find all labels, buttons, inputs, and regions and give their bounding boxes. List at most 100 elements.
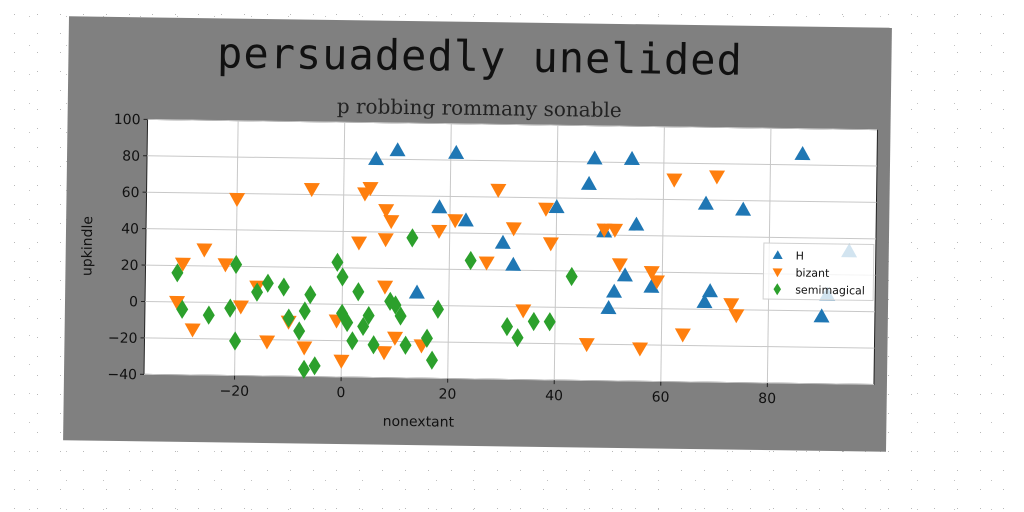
data-point-h [794, 146, 811, 161]
y-tick-label: 20 [121, 258, 139, 274]
data-point-bizant [377, 233, 394, 248]
data-point-bizant [538, 202, 555, 217]
data-point-h [586, 150, 603, 165]
data-point-bizant [505, 222, 522, 237]
legend-marker [772, 268, 783, 278]
data-point-h [696, 294, 713, 309]
data-point-bizant [542, 237, 559, 252]
data-point-semimagical [543, 312, 556, 332]
x-gridline [660, 126, 665, 382]
data-point-semimagical [511, 328, 524, 348]
data-point-semimagical [501, 317, 514, 337]
data-point-semimagical [277, 277, 290, 297]
data-point-bizant [632, 342, 649, 357]
data-point-semimagical [176, 299, 189, 319]
legend-label: bizant [795, 266, 830, 279]
y-gridline [146, 228, 876, 240]
data-point-bizant [596, 223, 613, 238]
legend-marker [772, 250, 783, 260]
data-point-semimagical [336, 303, 349, 323]
data-point-h [643, 278, 660, 293]
data-point-semimagical [425, 350, 438, 370]
y-gridline [147, 118, 878, 131]
x-tick-label: 60 [652, 389, 670, 405]
data-point-bizant [351, 236, 368, 251]
data-point-h [623, 150, 640, 166]
data-point-bizant [229, 192, 246, 207]
legend-label: H [796, 249, 804, 262]
x-tick-label: 0 [336, 385, 345, 401]
scatter-plot: −20 0 20 40 60 80 −40 −20 0 20 40 60 80 100 nonextant u… [79, 112, 879, 431]
data-point-h [494, 234, 511, 249]
data-point-bizant [296, 341, 313, 356]
data-point-h [600, 299, 617, 315]
x-tick-label: 80 [758, 391, 776, 407]
data-point-bizant [174, 257, 191, 272]
data-point-bizant [515, 304, 532, 319]
data-point-bizant [648, 275, 665, 290]
data-point-h [448, 144, 465, 159]
x-tick-label: 20 [438, 386, 456, 402]
y-tick-label: 0 [129, 294, 138, 310]
data-point-bizant [362, 181, 379, 197]
data-point-semimagical [308, 356, 321, 376]
data-point-semimagical [298, 301, 311, 321]
data-point-h [408, 284, 425, 299]
data-point-semimagical [367, 335, 380, 355]
data-point-semimagical [357, 316, 370, 337]
data-point-semimagical [432, 299, 445, 319]
data-point-bizant [728, 309, 745, 324]
legend-marker [773, 283, 782, 296]
data-point-bizant [447, 214, 464, 229]
data-point-h [735, 201, 752, 216]
data-point-semimagical [384, 291, 397, 311]
y-axis-label: upkindle [79, 216, 96, 276]
y-gridline [144, 373, 874, 386]
data-point-bizant [378, 204, 395, 219]
data-point-bizant [217, 258, 234, 273]
data-point-semimagical [389, 295, 402, 315]
data-point-semimagical [352, 282, 365, 302]
data-point-semimagical [346, 331, 359, 351]
data-point-h [701, 283, 718, 298]
y-tick-label: 80 [122, 148, 140, 164]
data-point-h [813, 308, 830, 323]
data-point-semimagical [230, 254, 243, 275]
data-point-bizant [259, 335, 276, 350]
data-point-semimagical [464, 250, 477, 271]
data-point-semimagical [261, 273, 274, 293]
y-tick-label: −40 [107, 367, 137, 383]
data-point-bizant [666, 173, 683, 188]
data-point-semimagical [527, 311, 540, 332]
data-point-semimagical [282, 308, 295, 328]
data-point-bizant [611, 258, 628, 273]
data-point-semimagical [293, 321, 306, 341]
legend-label: semimagical [795, 283, 865, 297]
data-point-bizant [333, 354, 350, 369]
data-point-semimagical [394, 306, 407, 326]
y-gridline [146, 191, 877, 203]
x-tick-label: 40 [545, 388, 563, 404]
data-point-semimagical [304, 285, 317, 305]
data-point-bizant [303, 182, 320, 198]
data-point-bizant [607, 223, 624, 238]
data-point-h [368, 151, 385, 166]
data-point-semimagical [224, 298, 237, 318]
data-point-h [616, 267, 633, 282]
x-gridline [553, 125, 559, 381]
data-point-bizant [490, 183, 507, 198]
data-point-h [457, 212, 474, 227]
data-point-bizant [387, 331, 404, 346]
data-point-semimagical [341, 312, 354, 333]
data-point-semimagical [251, 282, 264, 302]
data-point-bizant [377, 280, 394, 295]
data-point-semimagical [336, 267, 349, 287]
y-gridline [147, 155, 877, 167]
y-tick-label: 100 [114, 112, 141, 128]
data-point-bizant [383, 215, 400, 230]
data-point-bizant [478, 256, 495, 271]
data-point-bizant [169, 295, 186, 310]
data-point-bizant [376, 346, 393, 361]
x-tick-label: −20 [219, 383, 249, 399]
data-point-semimagical [565, 266, 578, 287]
